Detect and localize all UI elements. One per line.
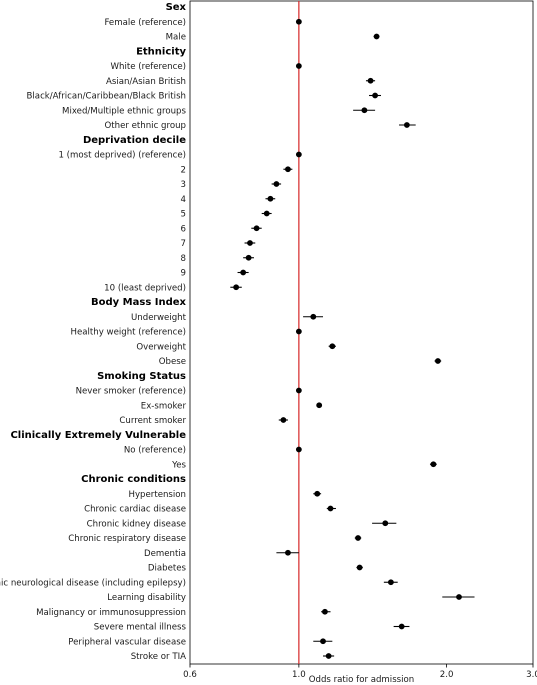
- row-label: Chronic neurological disease (including …: [0, 578, 186, 588]
- odds-ratio-point: [295, 387, 302, 394]
- row-label: 2: [181, 165, 186, 175]
- odds-ratio-point: [295, 151, 302, 158]
- row-label: Dementia: [144, 549, 186, 559]
- odds-ratio-points: [233, 18, 462, 659]
- row-label: Chronic respiratory disease: [68, 534, 186, 544]
- odds-ratio-point: [240, 269, 247, 276]
- row-labels: Sex Female (reference) Male Ethnicity White …: [0, 2, 187, 662]
- row-label: Overweight: [136, 342, 186, 352]
- odds-ratio-point: [285, 549, 291, 556]
- odds-ratio-point: [322, 608, 328, 615]
- odds-ratio-point: [320, 638, 326, 645]
- row-label: 7: [181, 239, 186, 249]
- odds-ratio-point: [263, 210, 270, 217]
- odds-ratio-point: [280, 417, 287, 423]
- row-label: Never smoker (reference): [76, 387, 186, 397]
- group-header: Body Mass Index: [91, 297, 187, 308]
- odds-ratio-point: [387, 579, 394, 586]
- odds-ratio-point: [355, 535, 361, 541]
- row-label: Malignancy or immunosuppression: [36, 608, 186, 618]
- odds-ratio-point: [267, 195, 274, 202]
- confidence-intervals: [230, 35, 475, 657]
- row-label: Obese: [159, 357, 186, 367]
- row-label: Male: [166, 33, 186, 43]
- odds-ratio-point: [295, 446, 302, 453]
- odds-ratio-point: [434, 358, 441, 364]
- odds-ratio-point: [372, 92, 378, 99]
- x-tick-label: 0.6: [183, 670, 197, 680]
- odds-ratio-point: [314, 490, 321, 497]
- row-label: 6: [181, 224, 186, 234]
- group-header: Ethnicity: [136, 46, 186, 57]
- odds-ratio-point: [367, 77, 374, 84]
- odds-ratio-point: [245, 254, 252, 261]
- group-header: Sex: [166, 2, 187, 13]
- odds-ratio-point: [247, 240, 253, 246]
- odds-ratio-point: [456, 594, 462, 600]
- row-label: Yes: [171, 460, 186, 470]
- odds-ratio-point: [430, 461, 437, 468]
- odds-ratio-point: [329, 343, 336, 350]
- group-header: Deprivation decile: [83, 135, 186, 146]
- row-label: 8: [181, 254, 186, 264]
- row-label: Current smoker: [119, 416, 186, 426]
- odds-ratio-point: [327, 505, 334, 512]
- row-label: Underweight: [131, 313, 187, 323]
- odds-ratio-point: [295, 18, 302, 25]
- row-label: 4: [181, 195, 186, 205]
- row-label: 3: [181, 180, 186, 190]
- row-label: Stroke or TIA: [131, 652, 186, 662]
- odds-ratio-point: [295, 63, 302, 69]
- odds-ratio-point: [356, 564, 363, 571]
- odds-ratio-point: [285, 166, 291, 173]
- odds-ratio-point: [398, 623, 405, 630]
- odds-ratio-point: [361, 107, 368, 114]
- row-label: Ex-smoker: [141, 401, 187, 411]
- row-label: Mixed/Multiple ethnic groups: [62, 106, 186, 116]
- row-label: Diabetes: [148, 564, 187, 574]
- row-label: No (reference): [124, 446, 186, 456]
- x-axis-label: Odds ratio for admission: [309, 675, 415, 685]
- group-header: Chronic conditions: [81, 474, 186, 485]
- odds-ratio-point: [325, 653, 332, 659]
- row-label: Severe mental illness: [94, 623, 187, 633]
- odds-ratio-point: [382, 520, 389, 527]
- odds-ratio-point: [316, 402, 323, 409]
- group-header: Smoking Status: [97, 371, 186, 382]
- row-label: Other ethnic group: [105, 121, 187, 131]
- row-label: 1 (most deprived) (reference): [58, 151, 186, 161]
- odds-ratio-point: [295, 328, 302, 335]
- row-label: White (reference): [111, 62, 186, 72]
- row-label: 9: [181, 269, 186, 279]
- row-label: Healthy weight (reference): [71, 328, 186, 338]
- x-tick-label: 2.0: [440, 670, 454, 680]
- odds-ratio-point: [253, 225, 260, 232]
- row-label: Chronic kidney disease: [87, 519, 186, 529]
- row-label: Peripheral vascular disease: [68, 637, 186, 647]
- row-label: 10 (least deprived): [104, 283, 186, 293]
- row-label: 5: [181, 210, 186, 220]
- plot-area-frame: [189, 0, 534, 665]
- row-label: Female (reference): [104, 18, 186, 28]
- group-header: Clinically Extremely Vulnerable: [10, 430, 186, 441]
- x-axis: 0.6 1.0 2.0 3.0: [183, 664, 537, 680]
- row-label: Chronic cardiac disease: [84, 505, 186, 515]
- odds-ratio-point: [233, 284, 240, 291]
- x-tick-label: 1.0: [292, 670, 306, 680]
- odds-ratio-point: [273, 181, 280, 187]
- row-label: Learning disability: [107, 593, 186, 603]
- row-label: Black/African/Caribbean/Black British: [27, 92, 186, 102]
- row-label: Hypertension: [129, 490, 187, 500]
- odds-ratio-point: [403, 122, 410, 128]
- odds-ratio-point: [310, 313, 317, 320]
- odds-ratio-point: [373, 33, 380, 40]
- row-label: Asian/Asian British: [106, 77, 186, 87]
- x-tick-label: 3.0: [526, 670, 537, 680]
